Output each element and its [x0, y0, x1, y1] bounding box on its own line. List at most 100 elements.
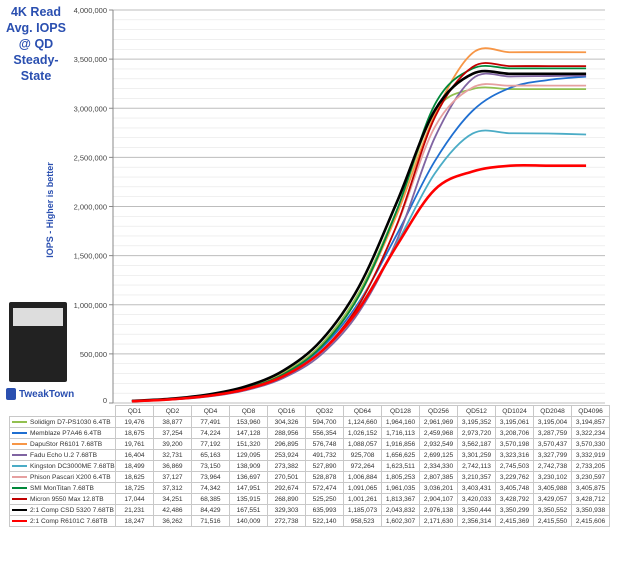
table-cell: 576,748: [305, 438, 344, 450]
table-cell: 329,303: [267, 504, 306, 516]
series-line-9: [131, 163, 587, 403]
table-cell: 3,570,437: [533, 438, 572, 450]
table-cell: 2,415,606: [571, 515, 610, 527]
table-cell: 3,208,706: [495, 427, 534, 439]
y-tick-label: 3,000,000: [74, 104, 107, 113]
table-cell: 77,192: [191, 438, 230, 450]
legend-swatch: [12, 475, 27, 478]
table-cell: 73,964: [191, 471, 230, 483]
legend-label: Phison Pascari X200 6.4TB: [30, 473, 111, 481]
table-cell: 958,523: [343, 515, 382, 527]
table-cell: 138,909: [229, 460, 268, 472]
table-cell: 3,350,444: [457, 504, 496, 516]
table-cell: 2,043,832: [381, 504, 420, 516]
table-cell: 3,327,799: [533, 449, 572, 461]
table-cell: 3,420,033: [457, 493, 496, 505]
table-row: Fadu Echo U.2 7.68TB 16,404 32,731 65,163 12…: [9, 449, 610, 461]
table-row: Solidigm D7-PS1030 6.4TB 19,476 38,877 77,4…: [9, 416, 610, 428]
table-cell: 296,895: [267, 438, 306, 450]
table-cell: 1,916,856: [381, 438, 420, 450]
table-cell: 3,428,792: [495, 493, 534, 505]
legend-swatch: [12, 453, 27, 456]
legend-swatch: [12, 442, 27, 445]
column-header: QD512: [457, 405, 496, 417]
table-cell: 39,200: [153, 438, 192, 450]
table-cell: 68,385: [191, 493, 230, 505]
table-cell: 2,932,549: [419, 438, 458, 450]
table-cell: 19,761: [115, 438, 154, 450]
table-cell: 1,006,884: [343, 471, 382, 483]
table-cell: 3,403,431: [457, 482, 496, 494]
table-cell: 1,185,073: [343, 504, 382, 516]
table-cell: 1,026,152: [343, 427, 382, 439]
table-cell: 2,459,968: [419, 427, 458, 439]
column-header: QD64: [343, 405, 382, 417]
table-cell: 74,224: [191, 427, 230, 439]
table-row: DapuStor R6101 7.68TB 19,761 39,200 77,192 1…: [9, 438, 610, 450]
table-cell: 3,350,299: [495, 504, 534, 516]
table-cell: 304,326: [267, 416, 306, 428]
table-cell: 1,656,625: [381, 449, 420, 461]
legend-label: Solidigm D7-PS1030 6.4TB: [30, 418, 111, 426]
table-cell: 2,699,125: [419, 449, 458, 461]
table-cell: 3,195,004: [533, 416, 572, 428]
table-cell: 3,570,330: [571, 438, 610, 450]
legend-entry: SMI MonTitan 7.68TB: [9, 482, 116, 494]
tweaktown-logo: TweakTown: [6, 388, 74, 400]
table-cell: 34,251: [153, 493, 192, 505]
table-cell: 18,247: [115, 515, 154, 527]
table-cell: 18,625: [115, 471, 154, 483]
table-cell: 136,697: [229, 471, 268, 483]
y-tick-label: 500,000: [80, 350, 107, 359]
table-cell: 3,036,201: [419, 482, 458, 494]
table-cell: 972,264: [343, 460, 382, 472]
series-line-2: [131, 47, 587, 402]
table-cell: 3,428,712: [571, 493, 610, 505]
table-cell: 153,960: [229, 416, 268, 428]
table-cell: 84,429: [191, 504, 230, 516]
table-cell: 135,915: [229, 493, 268, 505]
table-cell: 147,128: [229, 427, 268, 439]
y-tick-label: 0: [103, 396, 107, 405]
table-cell: 147,951: [229, 482, 268, 494]
table-cell: 2,976,138: [419, 504, 458, 516]
column-header: QD16: [267, 405, 306, 417]
column-header: QD256: [419, 405, 458, 417]
table-cell: 151,320: [229, 438, 268, 450]
legend-label: SMI MonTitan 7.68TB: [30, 484, 94, 492]
table-cell: 1,961,035: [381, 482, 420, 494]
table-cell: 3,194,857: [571, 416, 610, 428]
legend-swatch: [12, 519, 27, 522]
table-cell: 36,869: [153, 460, 192, 472]
table-cell: 1,124,660: [343, 416, 382, 428]
y-tick-label: 3,500,000: [74, 55, 107, 64]
y-tick-label: 1,000,000: [74, 301, 107, 310]
table-cell: 527,890: [305, 460, 344, 472]
table-cell: 1,602,307: [381, 515, 420, 527]
table-cell: 3,570,198: [495, 438, 534, 450]
data-table: QD1 QD2 QD4 QD8 QD16 QD32 QD64 QD128 QD256 QD512 Q…: [9, 405, 610, 527]
legend-entry: Kingston DC3000ME 7.68TB: [9, 460, 116, 472]
table-cell: 270,501: [267, 471, 306, 483]
table-cell: 572,474: [305, 482, 344, 494]
series-line-7: [131, 62, 587, 403]
table-row: Kingston DC3000ME 7.68TB 18,499 36,869 73,1…: [9, 460, 610, 472]
column-header: QD4096: [571, 405, 610, 417]
legend-entry: Micron 9550 Max 12.8TB: [9, 493, 116, 505]
table-cell: 253,924: [267, 449, 306, 461]
table-row: Phison Pascari X200 6.4TB 18,625 37,127 73,…: [9, 471, 610, 483]
legend-entry: Phison Pascari X200 6.4TB: [9, 471, 116, 483]
table-cell: 77,491: [191, 416, 230, 428]
legend-entry: Fadu Echo U.2 7.68TB: [9, 449, 116, 461]
table-cell: 3,350,552: [533, 504, 572, 516]
table-cell: 129,095: [229, 449, 268, 461]
table-cell: 3,562,187: [457, 438, 496, 450]
table-cell: 556,354: [305, 427, 344, 439]
legend-swatch: [12, 464, 27, 467]
table-cell: 38,877: [153, 416, 192, 428]
chart-title: 4K Read Avg. IOPS @ QD Steady-State: [6, 5, 66, 83]
logo-icon: [6, 388, 16, 400]
table-cell: 73,150: [191, 460, 230, 472]
table-row: Memblaze P7A46 6.4TB 18,675 37,254 74,224 14…: [9, 427, 610, 439]
table-cell: 1,088,057: [343, 438, 382, 450]
